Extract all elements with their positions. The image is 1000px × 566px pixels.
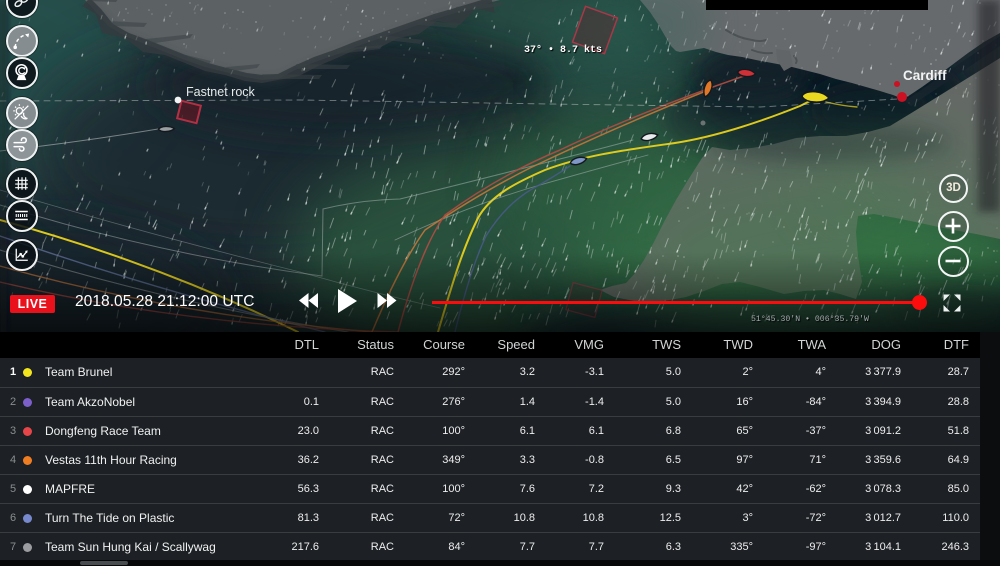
svg-text:Fastnet rock: Fastnet rock [186, 85, 256, 99]
svg-text:Cardiff: Cardiff [903, 68, 947, 83]
svg-text:51°45.30'N • 006°35.79'W: 51°45.30'N • 006°35.79'W [751, 314, 869, 324]
svg-text:37° • 8.7 kts: 37° • 8.7 kts [524, 44, 602, 56]
